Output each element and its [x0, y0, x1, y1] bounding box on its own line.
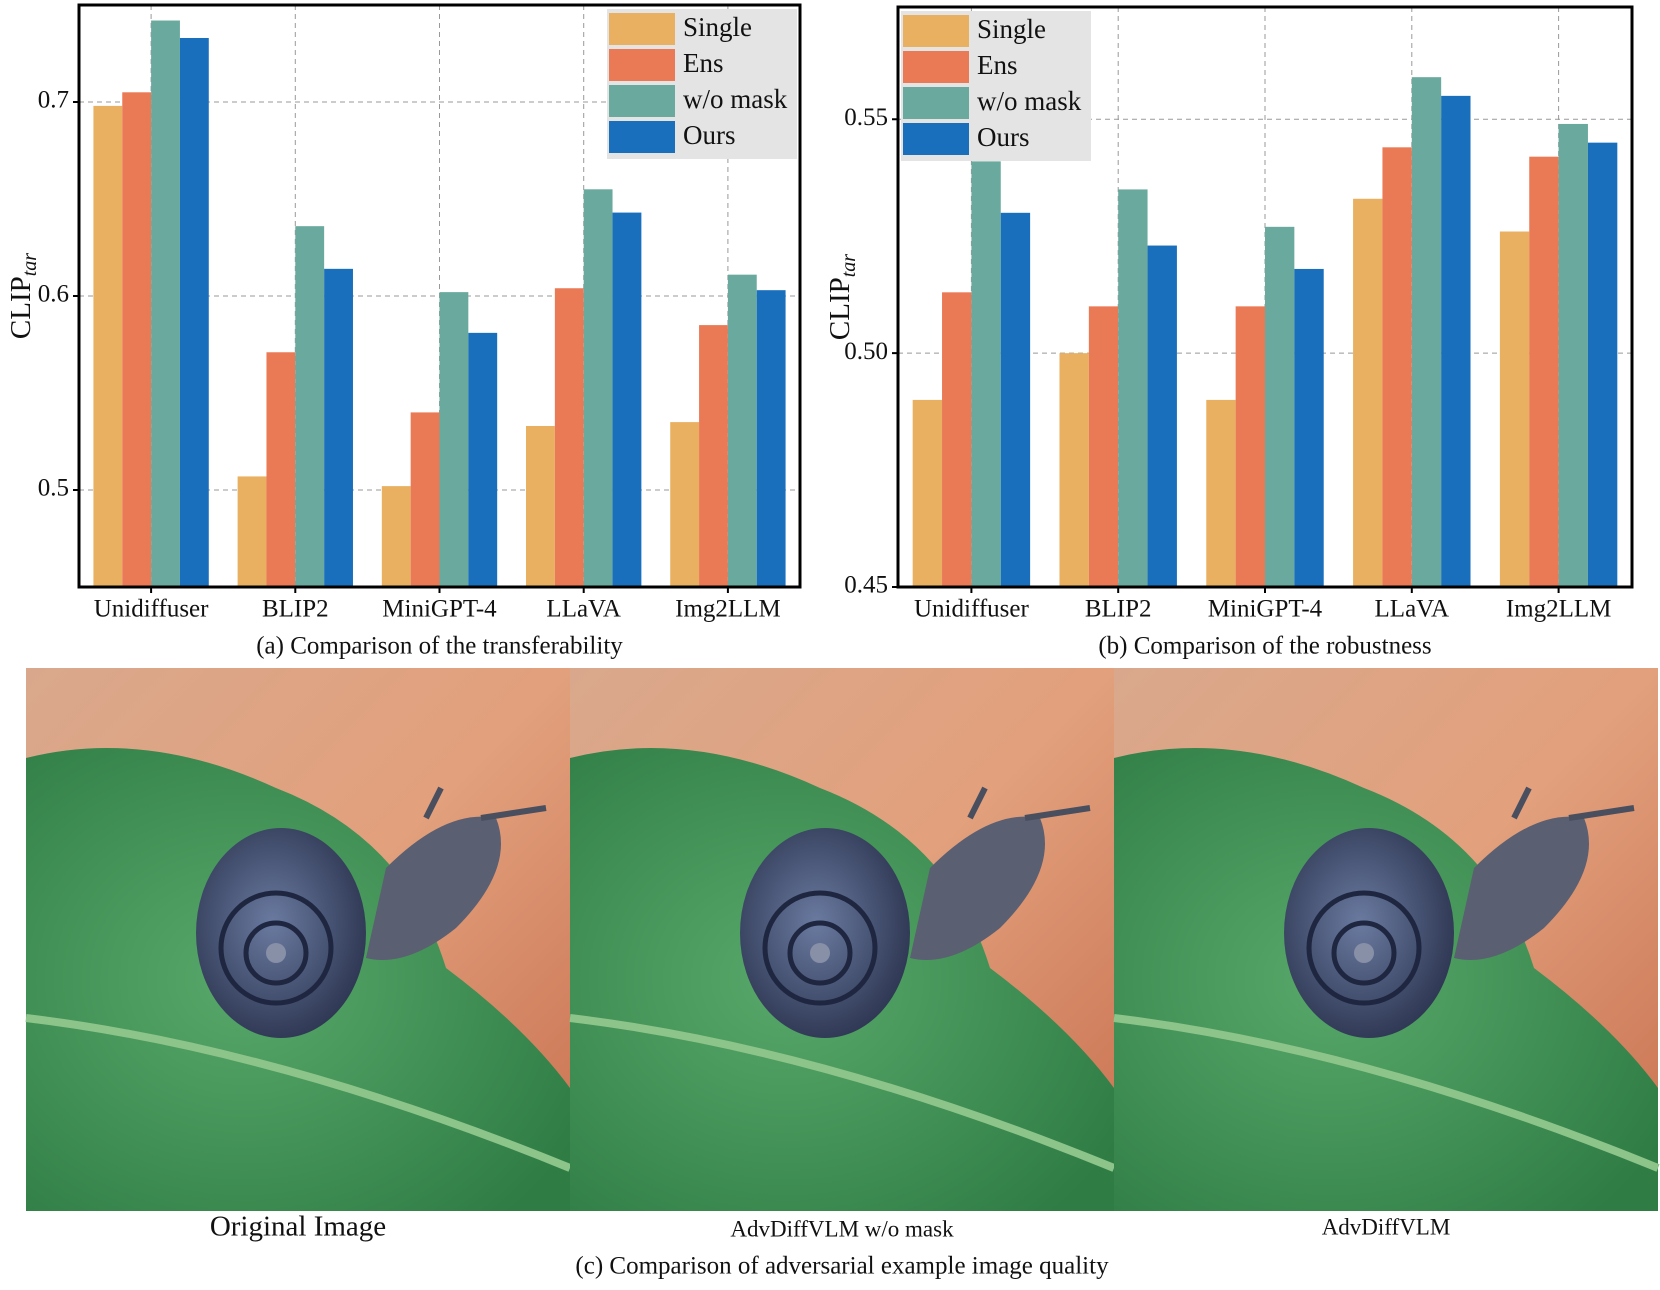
bar [1558, 123, 1588, 587]
bar [1353, 198, 1383, 587]
x-tick-label: BLIP2 [262, 596, 329, 623]
bar [912, 399, 943, 587]
bar [1235, 306, 1265, 587]
bar [1059, 353, 1089, 587]
legend-swatch [903, 51, 969, 83]
bar [266, 352, 296, 587]
figure-caption: (c) Comparison of adversarial example im… [575, 1253, 1109, 1280]
image-caption: Original Image [210, 1211, 386, 1243]
bar [699, 325, 728, 587]
y-label-main: CLIP [824, 277, 856, 340]
y-tick-label: 0.7 [38, 87, 69, 114]
legend-label: Ens [683, 48, 724, 78]
y-tick-label: 0.45 [844, 572, 888, 599]
x-tick-label: LLaVA [546, 596, 621, 623]
legend-swatch [609, 85, 675, 117]
bar [410, 412, 440, 587]
legend-label: Ours [977, 122, 1030, 152]
legend-swatch [903, 123, 969, 155]
plot-frame [77, 3, 802, 589]
bar [1265, 226, 1295, 587]
legend-label: Ens [977, 50, 1018, 80]
bar [612, 212, 642, 587]
bar [1529, 156, 1559, 587]
bar [756, 290, 786, 587]
bar [1206, 399, 1236, 587]
x-tick-label: Img2LLM [675, 596, 781, 623]
photo-wo-mask [570, 668, 1114, 1211]
legend-label: Ours [683, 120, 736, 150]
bar [1411, 77, 1442, 588]
chart-caption: (b) Comparison of the robustness [1098, 633, 1431, 660]
image-caption: AdvDiffVLM [1322, 1214, 1451, 1239]
legend-label: w/o mask [977, 86, 1082, 116]
bar [526, 425, 555, 587]
photo-ours [1114, 668, 1658, 1211]
legend-label: Single [977, 14, 1046, 44]
bar [670, 422, 700, 587]
bar [1147, 245, 1177, 587]
bar [1441, 95, 1471, 587]
y-label-sub: tar [838, 254, 860, 278]
plot-frame [896, 5, 1634, 589]
bar [583, 189, 613, 588]
x-tick-label: MiniGPT-4 [382, 596, 497, 623]
bar [554, 288, 584, 587]
x-tick-label: Img2LLM [1506, 596, 1612, 623]
image-caption: AdvDiffVLM w/o mask [730, 1216, 954, 1241]
legend-swatch [609, 49, 675, 81]
bar [295, 226, 325, 587]
bar [122, 92, 152, 588]
y-axis-label: CLIPtar [5, 253, 41, 339]
legend-label: w/o mask [683, 84, 788, 114]
bar [1294, 268, 1324, 587]
legend-swatch [609, 121, 675, 153]
y-label-main: CLIP [5, 276, 37, 339]
y-tick-label: 0.5 [38, 475, 69, 502]
bar [468, 332, 498, 587]
bar [93, 105, 123, 587]
bar [237, 476, 267, 587]
y-tick-label: 0.50 [844, 338, 888, 365]
y-tick-label: 0.55 [844, 104, 888, 131]
bar [151, 20, 180, 587]
bar [727, 274, 757, 587]
photo-original [26, 668, 570, 1211]
y-label-sub: tar [19, 253, 41, 277]
bar [1118, 189, 1148, 587]
y-axis-label: CLIPtar [824, 254, 860, 340]
bar [439, 292, 469, 587]
bar [324, 268, 353, 587]
x-tick-label: Unidiffuser [914, 596, 1029, 623]
x-tick-label: Unidiffuser [94, 596, 209, 623]
legend-swatch [609, 13, 675, 45]
x-tick-label: MiniGPT-4 [1208, 596, 1323, 623]
bar [1088, 306, 1119, 587]
bar [971, 161, 1001, 587]
chart-caption: (a) Comparison of the transferability [256, 633, 623, 660]
bar [1587, 142, 1618, 588]
y-tick-label: 0.6 [38, 281, 69, 308]
bar [942, 292, 972, 587]
legend-swatch [903, 87, 969, 119]
legend-label: Single [683, 12, 752, 42]
bar [1499, 231, 1530, 588]
bar [381, 486, 411, 587]
bar [179, 37, 209, 588]
x-tick-label: BLIP2 [1085, 596, 1152, 623]
x-tick-label: LLaVA [1375, 596, 1450, 623]
legend-swatch [903, 15, 969, 47]
bar [1000, 212, 1031, 587]
bar [1382, 147, 1412, 588]
